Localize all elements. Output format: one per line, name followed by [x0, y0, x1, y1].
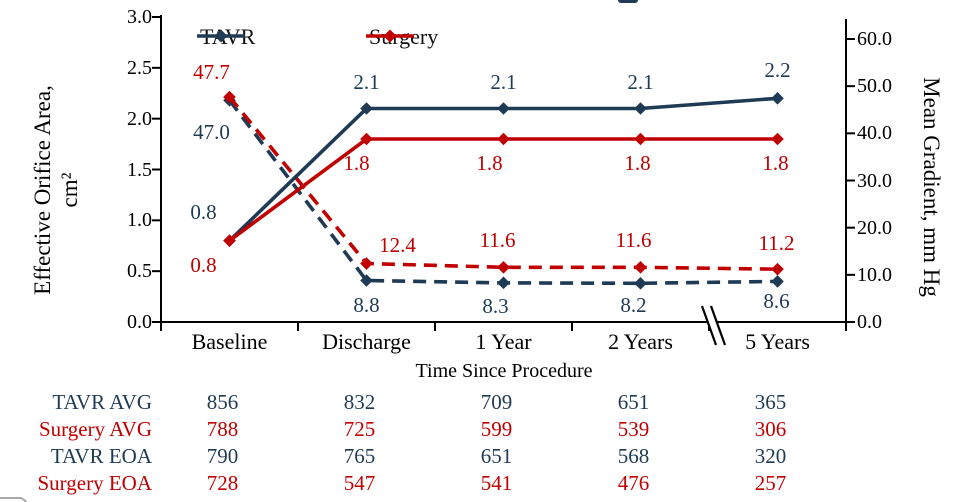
right-axis-tick-label: 50.0 [857, 75, 892, 98]
data-label: 47.0 [193, 120, 230, 145]
legend-item-surgery: Surgery [366, 23, 438, 51]
data-label: 2.2 [764, 58, 791, 83]
series-line-1 [228, 95, 778, 271]
data-label: 0.8 [190, 199, 217, 224]
data-label: 11.6 [615, 228, 652, 253]
data-point-marker [771, 275, 784, 288]
table-cell: 651 [480, 444, 513, 468]
series-line-0 [228, 99, 778, 286]
table-cell: 856 [206, 390, 239, 414]
table-cell: 790 [206, 444, 239, 468]
data-point-marker [360, 102, 373, 115]
data-point-marker [360, 257, 373, 270]
table-cell: 599 [480, 417, 513, 441]
left-axis-tick-label: 3.0 [127, 6, 152, 28]
table-cell: 539 [617, 417, 650, 441]
data-point-marker [634, 132, 647, 146]
left-axis-title: Effective Orifice Area, cm² [29, 5, 83, 375]
data-point-marker [497, 260, 510, 274]
data-point-marker [360, 274, 373, 287]
cropped-artifact-corner [0, 497, 28, 502]
table-row-label: Surgery AVG [39, 417, 152, 441]
data-label: 1.8 [476, 151, 503, 175]
data-label: 0.8 [190, 252, 217, 277]
data-label: 8.6 [763, 289, 790, 314]
data-point-marker [223, 90, 236, 104]
left-axis-title-line1: Effective Orifice Area, [30, 85, 55, 295]
table-cell: 257 [754, 471, 787, 495]
data-point-marker [634, 260, 647, 274]
left-axis-tick-label: 2.5 [127, 56, 152, 79]
table-cell: 476 [617, 471, 650, 495]
data-label: 2.1 [627, 69, 654, 94]
table-cell: 541 [480, 471, 513, 495]
table-cell: 728 [206, 471, 239, 495]
legend-item-tavr: TAVR [197, 23, 255, 51]
tavr-line-marker-icon [197, 29, 245, 43]
data-label: 8.2 [620, 293, 647, 318]
data-point-marker [497, 102, 510, 115]
table-cell: 320 [754, 444, 787, 468]
data-point-marker [497, 276, 510, 290]
right-axis-tick-label: 0.0 [857, 311, 882, 333]
data-point-marker [223, 234, 236, 247]
axis-break-mark [700, 305, 718, 346]
data-label: 8.8 [353, 293, 380, 318]
x-category-label: 5 Years [745, 329, 810, 354]
table-cell: 788 [206, 417, 239, 441]
x-axis-title: Time Since Procedure [415, 360, 593, 382]
series-line-2 [228, 96, 778, 242]
data-point-marker [771, 132, 784, 146]
left-axis-tick-label: 2.0 [127, 107, 152, 130]
data-label: 47.7 [193, 60, 230, 84]
surgery-line-marker-icon [366, 29, 414, 43]
left-axis-tick-label: 1.0 [127, 209, 152, 232]
axis-break-mark [709, 305, 727, 346]
data-label: 1.8 [343, 151, 370, 175]
right-axis-tick-label: 30.0 [857, 169, 892, 192]
right-axis-tick-label: 10.0 [857, 263, 892, 286]
right-axis-tick-label: 20.0 [857, 216, 892, 239]
series-line-3 [228, 137, 778, 243]
table-row-label: Surgery EOA [37, 471, 152, 495]
table-cell: 709 [480, 390, 513, 414]
table-cell: 651 [617, 390, 650, 414]
x-category-label: Baseline [191, 329, 268, 354]
table-cell: 365 [754, 390, 787, 414]
left-axis-tick-label: 0.5 [127, 260, 152, 283]
data-label: 11.6 [479, 228, 516, 253]
data-point-marker [497, 132, 510, 146]
table-cell: 765 [343, 444, 376, 468]
left-axis-tick-label: 0.0 [127, 311, 152, 333]
table-row-label: TAVR EOA [50, 444, 152, 468]
data-label: 12.4 [379, 232, 416, 257]
left-axis-tick-label: 1.5 [127, 158, 152, 181]
axis-break-gap [702, 306, 725, 345]
table-cell: 306 [754, 417, 787, 441]
data-point-marker [771, 262, 784, 276]
table-cell: 547 [343, 471, 376, 495]
data-label: 2.1 [490, 69, 517, 94]
cropped-artifact-top [618, 0, 638, 3]
table-row-label: TAVR AVG [52, 390, 152, 414]
table-cell: 832 [343, 390, 376, 414]
right-axis-tick-label: 60.0 [857, 28, 892, 50]
data-point-marker [634, 102, 647, 115]
data-label: 8.3 [482, 293, 509, 318]
table-cell: 725 [343, 417, 376, 441]
x-category-label: 2 Years [608, 329, 673, 354]
data-point-marker [634, 277, 647, 290]
data-label: 1.8 [762, 151, 789, 175]
x-category-label: Discharge [322, 329, 411, 354]
data-label: 2.1 [353, 69, 380, 94]
data-label: 11.2 [758, 231, 795, 256]
right-axis-tick-label: 40.0 [857, 122, 892, 145]
data-point-marker [360, 132, 373, 146]
data-point-marker [771, 92, 784, 105]
data-label: 1.8 [624, 151, 651, 175]
table-cell: 568 [617, 444, 650, 468]
x-category-label: 1 Year [475, 329, 532, 354]
